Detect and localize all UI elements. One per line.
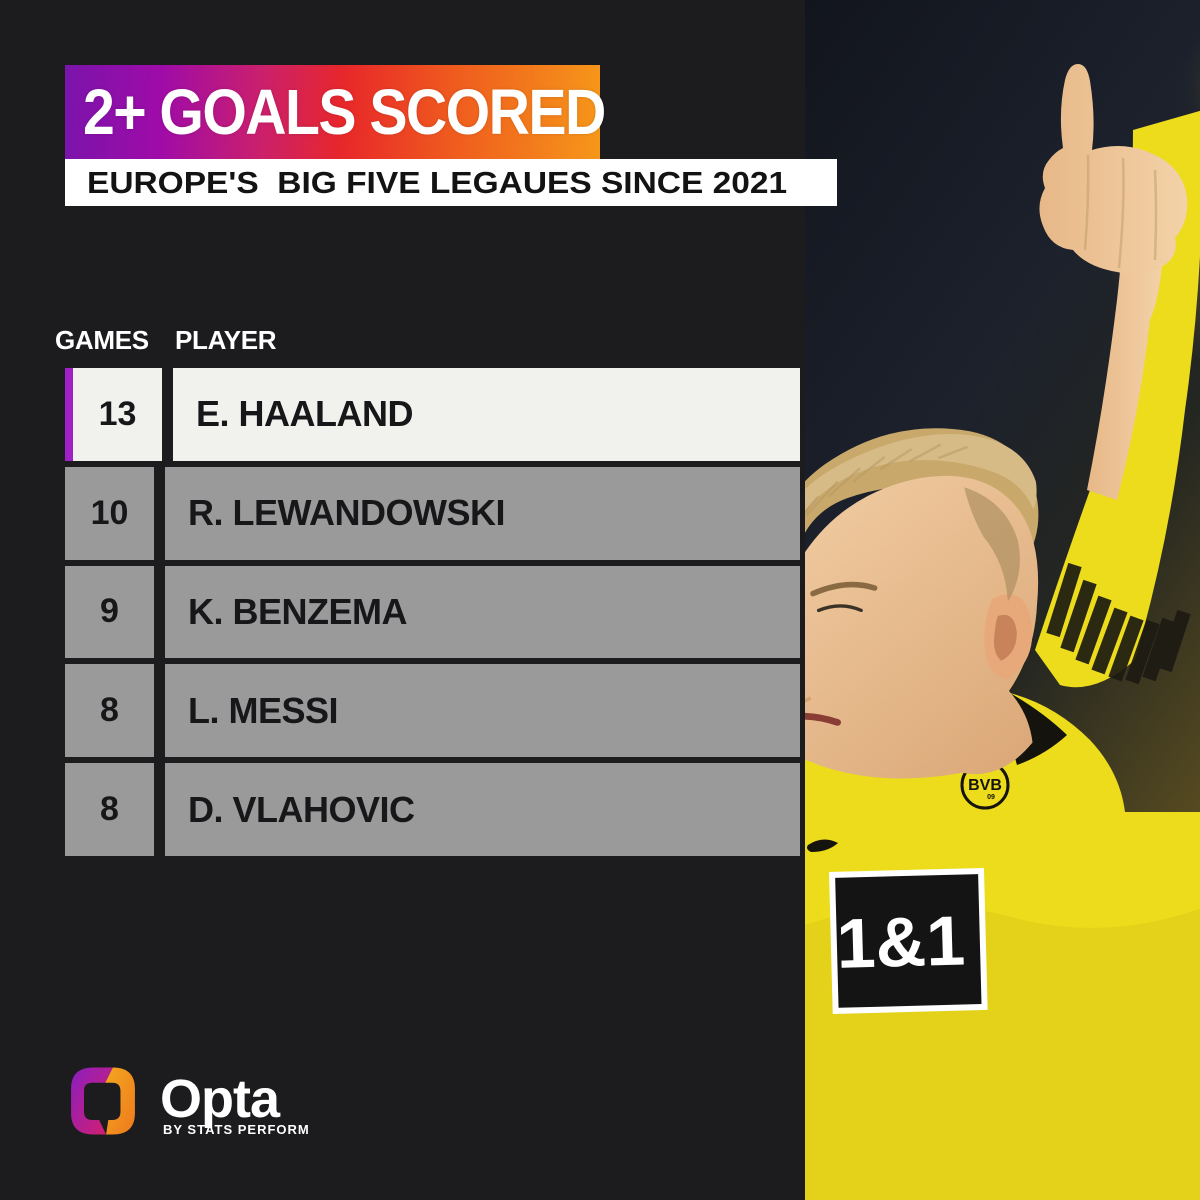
svg-text:09: 09 [987,794,995,801]
svg-text:BVB: BVB [968,777,1002,794]
svg-text:1&1: 1&1 [836,901,966,982]
